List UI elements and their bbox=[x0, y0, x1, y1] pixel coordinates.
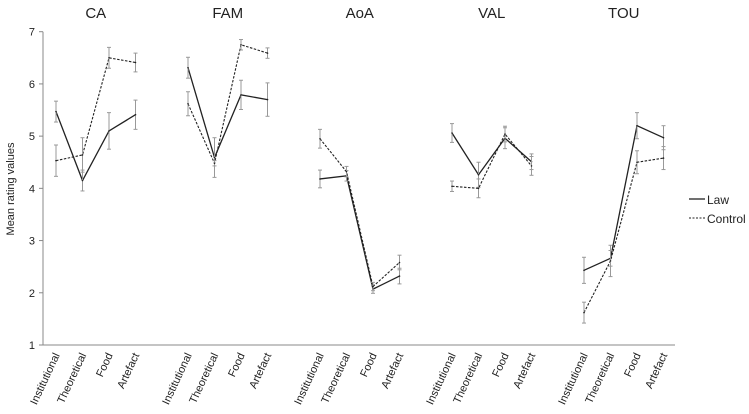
series-line-law bbox=[187, 67, 268, 160]
data-point bbox=[504, 133, 506, 135]
y-axis-label: Mean rating values bbox=[5, 142, 17, 235]
data-point bbox=[636, 124, 638, 127]
y-tick-label: 6 bbox=[29, 79, 35, 91]
series-line-control bbox=[55, 57, 136, 162]
y-tick-label: 3 bbox=[29, 236, 35, 248]
y-tick-label: 1 bbox=[29, 340, 35, 352]
data-point bbox=[477, 187, 480, 190]
data-point bbox=[398, 261, 401, 264]
data-point bbox=[266, 98, 269, 101]
y-tick-label: 5 bbox=[29, 131, 35, 143]
data-point bbox=[134, 113, 137, 116]
data-point bbox=[662, 157, 665, 159]
data-point bbox=[372, 285, 374, 288]
y-tick-label: 7 bbox=[29, 27, 35, 39]
panel-title: TOU bbox=[608, 5, 639, 22]
series-line-control bbox=[451, 133, 532, 189]
series-line-control bbox=[319, 138, 400, 288]
panel-title: FAM bbox=[212, 5, 243, 22]
series-line-control bbox=[187, 44, 268, 166]
data-point bbox=[583, 269, 585, 272]
data-point bbox=[662, 136, 665, 139]
data-point bbox=[451, 132, 453, 134]
data-point bbox=[240, 43, 242, 46]
x-tick-label: Artefact bbox=[379, 351, 406, 390]
y-tick-label: 2 bbox=[29, 288, 35, 300]
data-point bbox=[55, 159, 57, 162]
x-tick-label: Food bbox=[94, 351, 115, 379]
data-point bbox=[134, 61, 137, 64]
data-point bbox=[187, 102, 189, 105]
data-point bbox=[55, 110, 57, 113]
x-tick-label: Artefact bbox=[115, 351, 142, 390]
data-point bbox=[266, 52, 269, 54]
data-point bbox=[319, 137, 321, 140]
data-point bbox=[636, 161, 638, 164]
x-tick-label: Artefact bbox=[643, 351, 670, 390]
series-line-control bbox=[583, 157, 664, 313]
panel-title: AoA bbox=[346, 5, 374, 22]
legend-law-label: Law bbox=[707, 193, 729, 207]
series-line-law bbox=[451, 132, 532, 176]
x-tick-label: Food bbox=[622, 351, 643, 379]
panel-title: CA bbox=[85, 5, 106, 22]
data-point bbox=[108, 130, 110, 132]
data-point bbox=[398, 275, 401, 277]
x-tick-label: Food bbox=[490, 351, 511, 379]
x-tick-label: Food bbox=[358, 351, 379, 379]
legend: Law Control bbox=[689, 193, 746, 226]
data-point bbox=[108, 57, 110, 59]
y-tick-label: 4 bbox=[29, 183, 35, 195]
data-point bbox=[187, 66, 189, 69]
panel-title: VAL bbox=[478, 5, 505, 22]
legend-control-label: Control bbox=[707, 212, 746, 226]
data-point bbox=[451, 185, 453, 188]
data-point bbox=[213, 162, 216, 165]
axes: 1 2 3 4 5 6 7 bbox=[29, 27, 675, 352]
data-point bbox=[609, 260, 612, 262]
data-point bbox=[530, 165, 533, 167]
data-point bbox=[240, 94, 242, 96]
data-point bbox=[345, 170, 348, 173]
series-line-law bbox=[55, 111, 136, 183]
x-tick-label: Artefact bbox=[247, 351, 274, 390]
series-line-law bbox=[319, 175, 400, 291]
data-point bbox=[583, 311, 585, 314]
x-tick-label: Food bbox=[226, 351, 247, 379]
data-point bbox=[477, 173, 480, 176]
data-point bbox=[81, 179, 84, 182]
data-point bbox=[81, 154, 84, 156]
data-point bbox=[319, 178, 321, 180]
data-point bbox=[213, 156, 216, 159]
x-tick-label: Artefact bbox=[511, 351, 538, 390]
series-line-law bbox=[583, 124, 664, 271]
